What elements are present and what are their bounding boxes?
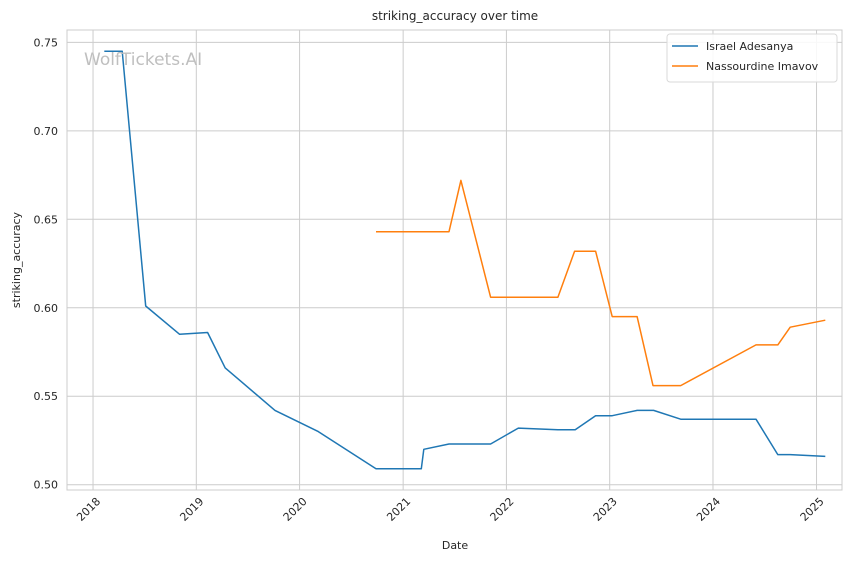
legend: Israel Adesanya Nassourdine Imavov [666,33,838,83]
legend-box [666,33,838,83]
y-tick-label: 0.50 [34,479,59,492]
x-tick-label: 2023 [591,495,620,524]
series-line-2 [376,179,826,387]
y-tick-label: 0.55 [34,390,59,403]
x-tick-label: 2022 [488,495,517,524]
y-tick-label: 0.65 [34,213,59,226]
watermark-text: WolfTickets.AI [84,50,202,70]
y-axis-label: striking_accuracy [10,211,23,308]
x-tick-label: 2020 [281,495,310,524]
y-tick-label: 0.60 [34,302,59,315]
series-lines [104,50,826,470]
x-tick-label: 2018 [74,495,103,524]
legend-label-1: Israel Adesanya [706,40,793,53]
x-axis-label: Date [442,539,469,552]
x-tick-label: 2024 [694,495,723,524]
y-tick-labels: 0.50 0.55 0.60 0.65 0.70 0.75 [34,36,59,491]
y-tick-label: 0.75 [34,36,59,49]
chart-title: striking_accuracy over time [372,9,538,23]
x-tick-labels: 2018 2019 2020 2021 2022 2023 2024 2025 [74,495,826,524]
legend-label-2: Nassourdine Imavov [706,60,819,73]
x-tick-label: 2025 [798,495,827,524]
plot-frame [66,29,843,491]
series-line-1 [104,50,826,470]
grid-lines [67,30,842,490]
x-tick-label: 2021 [384,495,413,524]
x-tick-label: 2019 [177,495,206,524]
y-tick-label: 0.70 [34,125,59,138]
